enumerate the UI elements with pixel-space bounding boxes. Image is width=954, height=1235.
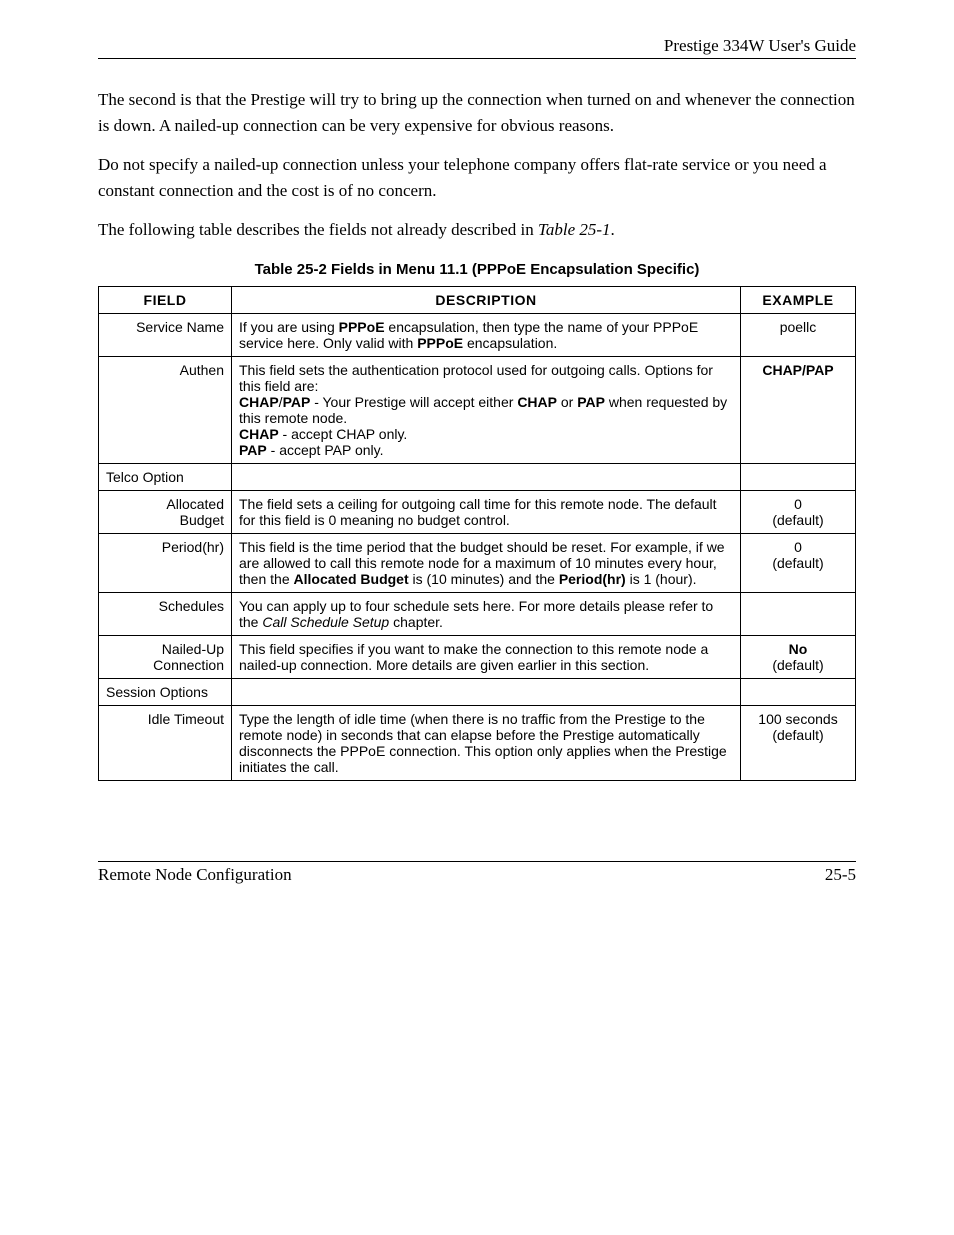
table-row: Allocated Budget The field sets a ceilin… <box>99 490 856 533</box>
cell-example: 100 seconds (default) <box>741 705 856 780</box>
cell-field: Period(hr) <box>99 533 232 592</box>
cell-example <box>741 592 856 635</box>
table-header-row: FIELD DESCRIPTION EXAMPLE <box>99 286 856 313</box>
paragraph-1: The second is that the Prestige will try… <box>98 87 856 138</box>
p3-text-a: The following table describes the fields… <box>98 220 538 239</box>
cell-field: Idle Timeout <box>99 705 232 780</box>
cell-desc: This field is the time period that the b… <box>232 533 741 592</box>
th-field: FIELD <box>99 286 232 313</box>
cell-example: No (default) <box>741 635 856 678</box>
p3-table-ref: Table 25-1 <box>538 220 611 239</box>
table-row: Period(hr) This field is the time period… <box>99 533 856 592</box>
cell-desc: Type the length of idle time (when there… <box>232 705 741 780</box>
p3-text-b: . <box>611 220 615 239</box>
cell-example: CHAP/PAP <box>741 356 856 463</box>
cell-field: Telco Option <box>99 463 232 490</box>
cell-desc: This field specifies if you want to make… <box>232 635 741 678</box>
cell-desc: The field sets a ceiling for outgoing ca… <box>232 490 741 533</box>
cell-field: Allocated Budget <box>99 490 232 533</box>
cell-field: Session Options <box>99 678 232 705</box>
fields-table: FIELD DESCRIPTION EXAMPLE Service Name I… <box>98 286 856 781</box>
cell-desc: This field sets the authentication proto… <box>232 356 741 463</box>
table-row: Idle Timeout Type the length of idle tim… <box>99 705 856 780</box>
cell-desc <box>232 463 741 490</box>
cell-example: 0 (default) <box>741 533 856 592</box>
table-row: Authen This field sets the authenticatio… <box>99 356 856 463</box>
table-caption: Table 25-2 Fields in Menu 11.1 (PPPoE En… <box>98 261 856 278</box>
cell-example: poellc <box>741 313 856 356</box>
page: Prestige 334W User's Guide The second is… <box>0 0 954 1235</box>
th-description: DESCRIPTION <box>232 286 741 313</box>
cell-desc: If you are using PPPoE encapsulation, th… <box>232 313 741 356</box>
cell-example: 0 (default) <box>741 490 856 533</box>
paragraph-2: Do not specify a nailed-up connection un… <box>98 152 856 203</box>
footer-left: Remote Node Configuration <box>98 865 292 885</box>
table-row: Schedules You can apply up to four sched… <box>99 592 856 635</box>
cell-example <box>741 463 856 490</box>
cell-desc <box>232 678 741 705</box>
page-footer: Remote Node Configuration 25-5 <box>98 861 856 885</box>
footer-line: Remote Node Configuration 25-5 <box>98 861 856 885</box>
page-header: Prestige 334W User's Guide <box>98 36 856 59</box>
cell-field: Schedules <box>99 592 232 635</box>
cell-desc: You can apply up to four schedule sets h… <box>232 592 741 635</box>
cell-field: Authen <box>99 356 232 463</box>
cell-field: Nailed-Up Connection <box>99 635 232 678</box>
cell-example <box>741 678 856 705</box>
cell-field: Service Name <box>99 313 232 356</box>
table-row: Nailed-Up Connection This field specifie… <box>99 635 856 678</box>
table-row: Telco Option <box>99 463 856 490</box>
th-example: EXAMPLE <box>741 286 856 313</box>
header-title: Prestige 334W User's Guide <box>98 36 856 56</box>
table-row: Service Name If you are using PPPoE enca… <box>99 313 856 356</box>
table-row: Session Options <box>99 678 856 705</box>
footer-right: 25-5 <box>825 865 856 885</box>
paragraph-3: The following table describes the fields… <box>98 217 856 243</box>
